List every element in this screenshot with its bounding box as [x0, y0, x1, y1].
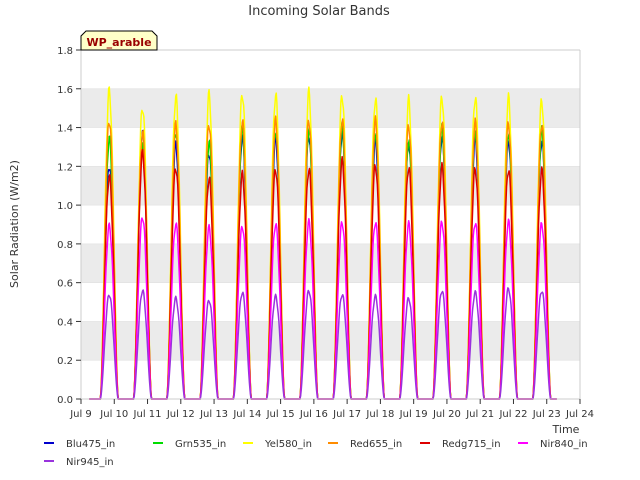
y-tick-label: 1.0: [57, 201, 73, 212]
legend-item-redg715-in: Redg715_in: [420, 439, 501, 450]
y-tick-label: 1.8: [57, 46, 73, 57]
x-tick-label: Jul 20: [432, 409, 461, 420]
legend-label: Nir945_in: [66, 457, 114, 468]
legend-label: Blu475_in: [66, 439, 115, 450]
legend-item-yel580-in: Yel580_in: [243, 439, 312, 450]
x-tick-label: Jul 15: [266, 409, 295, 420]
y-tick-label: 1.2: [57, 162, 73, 173]
grid-band: [81, 243, 580, 283]
x-tick-label: Jul 14: [232, 409, 261, 420]
y-tick-label: 0.6: [57, 279, 73, 290]
x-tick-label: Jul 17: [332, 409, 361, 420]
y-tick-label: 0.8: [57, 240, 73, 251]
x-tick-label: Jul 11: [133, 409, 162, 420]
y-tick-label: 1.4: [57, 124, 73, 135]
chart-title: Incoming Solar Bands: [248, 4, 390, 19]
x-tick-label: Jul 18: [365, 409, 394, 420]
y-tick-label: 0.2: [57, 356, 73, 367]
y-tick-label: 1.6: [57, 85, 73, 96]
x-tick-label: Jul 23: [532, 409, 561, 420]
axes: 0.0 0.2 0.4 0.6 0.8 1.0 1.2 1.4 1.6 1.8 Jul 9 Jul 1…: [57, 46, 594, 420]
legend-item-blu475-in: Blu475_in: [44, 439, 115, 450]
x-tick-label: Jul 21: [465, 409, 494, 420]
legend-label: Grn535_in: [175, 439, 226, 450]
y-tick-label: 0.0: [57, 395, 73, 406]
grid-band: [81, 166, 580, 206]
legend-label: Red655_in: [350, 439, 402, 450]
x-tick-label: Jul 13: [199, 409, 228, 420]
grid-band: [81, 321, 580, 361]
legend-item-nir840-in: Nir840_in: [518, 439, 588, 450]
legend: Blu475_in Grn535_in Yel580_in Red655_in Redg…: [44, 439, 588, 468]
x-tick-label: Jul 12: [166, 409, 195, 420]
badge-box: [80, 30, 158, 51]
x-tick-label: Jul 19: [399, 409, 428, 420]
x-tick-label: Jul 16: [299, 409, 328, 420]
legend-label: Nir840_in: [540, 439, 588, 450]
x-axis-label: Time: [552, 423, 580, 436]
y-tick-label: 0.4: [57, 317, 73, 328]
legend-label: Yel580_in: [264, 439, 312, 450]
x-tick-label: Jul 10: [99, 409, 128, 420]
legend-item-red655-in: Red655_in: [328, 439, 402, 450]
x-tick-label: Jul 24: [565, 409, 594, 420]
y-axis-label: Solar Radiation (W/m2): [8, 160, 21, 288]
legend-label: Redg715_in: [442, 439, 501, 450]
x-tick-label: Jul 9: [69, 409, 92, 420]
badge-label: WP_arable: [86, 36, 151, 49]
legend-item-nir945-in: Nir945_in: [44, 457, 114, 468]
plot-background: [81, 50, 580, 399]
grid-band: [81, 88, 580, 128]
x-tick-label: Jul 22: [498, 409, 527, 420]
station-badge: WP_arable: [80, 30, 158, 51]
legend-item-grn535-in: Grn535_in: [153, 439, 226, 450]
